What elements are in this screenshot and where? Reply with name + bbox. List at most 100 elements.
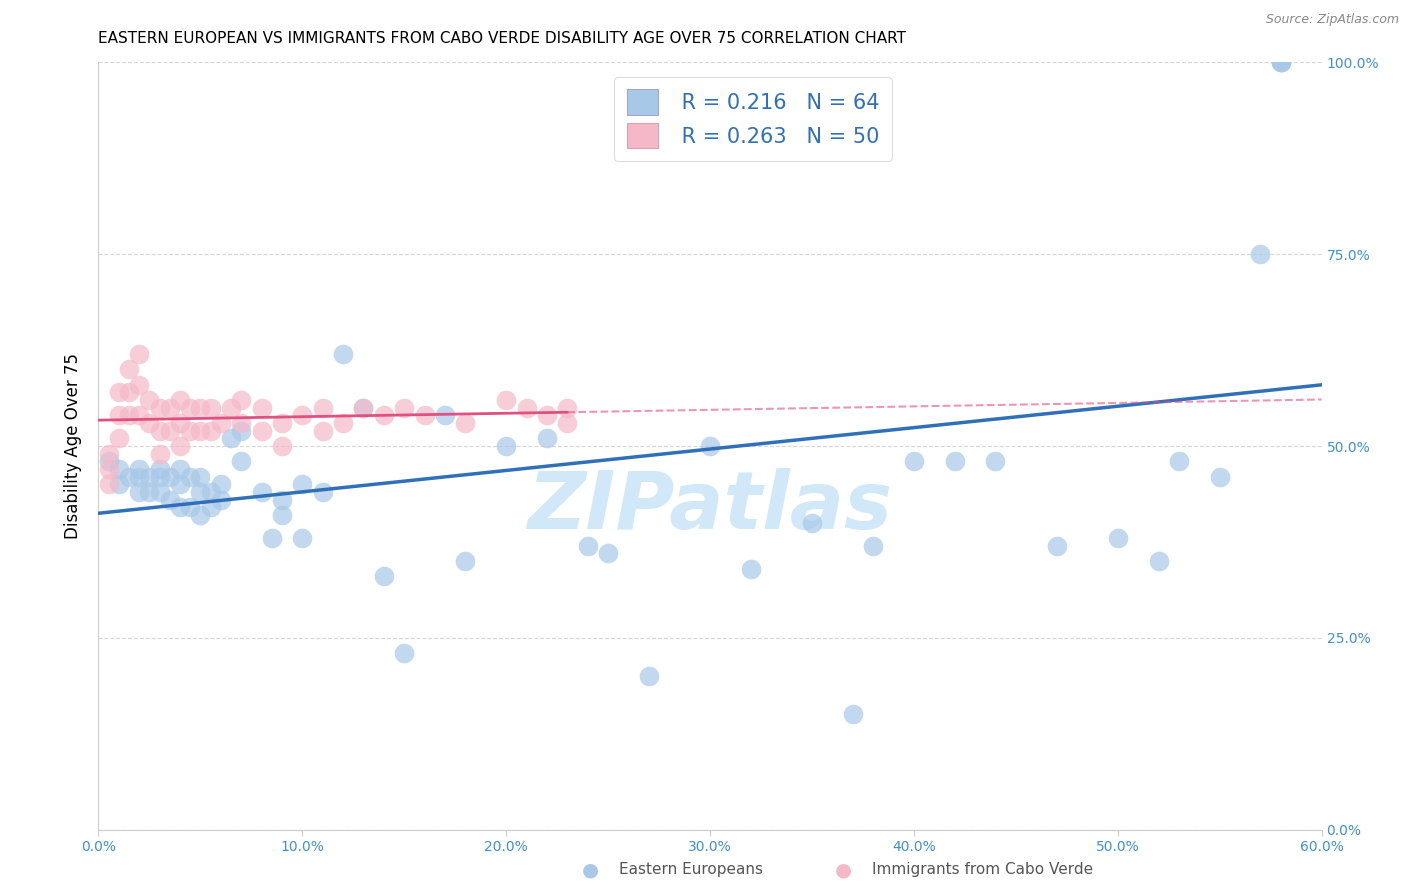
Point <box>169 416 191 430</box>
Point <box>291 409 314 423</box>
Point <box>118 469 141 483</box>
Point <box>699 439 721 453</box>
Point <box>576 539 599 553</box>
Point <box>159 401 181 415</box>
Point <box>984 454 1007 468</box>
Point <box>352 401 374 415</box>
Point <box>97 447 120 461</box>
Point <box>108 385 131 400</box>
Point <box>536 431 558 445</box>
Point <box>1249 247 1271 261</box>
Point <box>332 347 354 361</box>
Point <box>270 439 294 453</box>
Point <box>169 462 191 476</box>
Point <box>413 409 436 423</box>
Point <box>1270 55 1292 70</box>
Point <box>200 424 222 438</box>
Point <box>179 469 201 483</box>
Point <box>108 431 131 445</box>
Point <box>169 477 191 491</box>
Point <box>149 462 172 476</box>
Point <box>555 416 579 430</box>
Point <box>270 416 294 430</box>
Point <box>118 385 141 400</box>
Point <box>1045 539 1069 553</box>
Point <box>392 646 416 660</box>
Point <box>1270 55 1292 70</box>
Point <box>128 409 150 423</box>
Point <box>454 416 477 430</box>
Point <box>1147 554 1170 568</box>
Point <box>128 377 150 392</box>
Point <box>169 439 191 453</box>
Text: ●: ● <box>582 860 599 880</box>
Point <box>555 401 579 415</box>
Point <box>108 462 131 476</box>
Point <box>128 485 150 500</box>
Point <box>188 485 212 500</box>
Point <box>598 546 620 560</box>
Point <box>159 492 181 507</box>
Point <box>312 424 335 438</box>
Point <box>209 492 232 507</box>
Point <box>312 401 335 415</box>
Y-axis label: Disability Age Over 75: Disability Age Over 75 <box>65 353 83 539</box>
Text: Eastern Europeans: Eastern Europeans <box>619 863 762 877</box>
Point <box>179 424 201 438</box>
Point <box>108 409 131 423</box>
Point <box>1167 454 1189 468</box>
Point <box>312 485 335 500</box>
Point <box>332 416 354 430</box>
Point <box>495 392 517 407</box>
Point <box>862 539 884 553</box>
Point <box>516 401 538 415</box>
Point <box>118 409 141 423</box>
Point <box>149 485 172 500</box>
Point <box>97 462 120 476</box>
Point <box>270 492 294 507</box>
Point <box>209 477 232 491</box>
Point <box>97 477 120 491</box>
Point <box>188 469 212 483</box>
Point <box>159 469 181 483</box>
Point <box>149 469 172 483</box>
Point <box>138 416 160 430</box>
Point <box>138 392 160 407</box>
Text: Immigrants from Cabo Verde: Immigrants from Cabo Verde <box>872 863 1092 877</box>
Point <box>231 424 253 438</box>
Point <box>434 409 457 423</box>
Point <box>169 500 191 515</box>
Point <box>943 454 966 468</box>
Point <box>250 424 273 438</box>
Point <box>128 469 150 483</box>
Point <box>219 431 242 445</box>
Point <box>740 562 762 576</box>
Point <box>188 508 212 522</box>
Point <box>188 424 212 438</box>
Point <box>128 462 150 476</box>
Legend:  R = 0.216   N = 64,  R = 0.263   N = 50: R = 0.216 N = 64, R = 0.263 N = 50 <box>614 77 891 161</box>
Point <box>454 554 477 568</box>
Text: ●: ● <box>835 860 852 880</box>
Point <box>231 416 253 430</box>
Point <box>159 424 181 438</box>
Point <box>169 392 191 407</box>
Point <box>219 401 242 415</box>
Point <box>231 392 253 407</box>
Point <box>149 424 172 438</box>
Point <box>138 485 160 500</box>
Point <box>118 362 141 376</box>
Point <box>801 516 824 530</box>
Point <box>209 416 232 430</box>
Point <box>392 401 416 415</box>
Point <box>149 401 172 415</box>
Point <box>231 454 253 468</box>
Text: EASTERN EUROPEAN VS IMMIGRANTS FROM CABO VERDE DISABILITY AGE OVER 75 CORRELATIO: EASTERN EUROPEAN VS IMMIGRANTS FROM CABO… <box>98 31 907 46</box>
Point <box>149 447 172 461</box>
Text: ZIPatlas: ZIPatlas <box>527 468 893 547</box>
Text: Source: ZipAtlas.com: Source: ZipAtlas.com <box>1265 13 1399 27</box>
Point <box>188 401 212 415</box>
Point <box>250 401 273 415</box>
Point <box>495 439 517 453</box>
Point <box>841 707 863 722</box>
